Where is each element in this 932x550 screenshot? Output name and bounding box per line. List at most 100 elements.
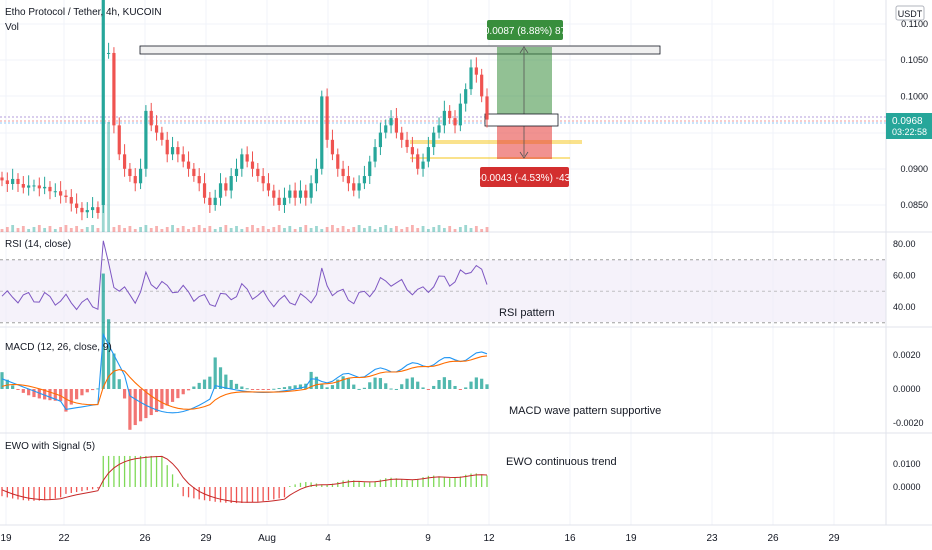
candle [261,176,265,184]
candle [469,67,473,90]
time-tick: 16 [564,533,576,544]
ewo-note: EWO continuous trend [506,456,617,468]
volume-bar [315,226,318,232]
macd-histogram-bar [43,389,47,400]
volume-bar [32,227,36,232]
candle [480,74,484,97]
profit-zone[interactable] [497,47,552,121]
volume-bar [347,229,350,232]
ewo-tick: 0.0100 [893,459,921,469]
candle [154,125,159,133]
macd-histogram-bar [325,387,329,389]
candle [122,154,127,169]
arrow-down-icon [519,151,529,159]
candle [421,161,425,169]
candle [96,207,100,213]
candle [309,183,313,198]
time-tick: 19 [0,533,12,544]
ewo-label: EWO with Signal (5) [5,441,95,452]
candle [453,118,457,126]
volume-bar [474,226,478,232]
candle [64,195,68,198]
price-tick: 0.1000 [900,91,928,101]
volume-bar [48,226,52,232]
macd-histogram-bar [202,379,207,389]
candle [218,183,223,198]
volume-bar [368,226,372,232]
macd-histogram-bar [5,379,9,389]
volume-bar [320,229,324,232]
volume-bar [176,228,180,232]
time-tick: 19 [625,533,637,544]
candle [197,176,201,184]
volume-bar [75,226,79,232]
volume-bar [373,229,377,232]
candle [416,154,420,169]
chart-title: Etho Protocol / Tether, 4h, KUCOIN [5,7,162,18]
candle [389,118,393,126]
rsi-note: RSI pattern [499,307,555,319]
volume-bar [400,229,404,232]
resistance-box[interactable] [139,45,661,55]
macd-histogram-bar [330,385,335,389]
volume-bar [272,227,276,232]
volume-bar [394,226,398,232]
candle [245,154,249,162]
candle [288,190,292,198]
candle [357,183,361,191]
volume-bar [464,225,468,232]
macd-note: MACD wave pattern supportive [509,405,661,417]
candle [266,183,271,191]
price-tick: 0.0900 [900,164,928,174]
time-tick: 9 [425,533,431,544]
candle [101,0,105,205]
volume-bar [117,225,121,232]
candle [213,197,217,205]
candle [362,176,367,184]
macd-histogram-bar [160,389,164,409]
countdown: 03:22:58 [892,127,927,137]
candle [368,161,372,177]
volume-bar [171,225,174,232]
macd-signal-line [1,355,488,410]
candle [43,186,47,189]
ewo-tick: 0.0000 [893,482,921,492]
macd-histogram-bar [266,389,271,390]
time-axis: 19 22 26 29 Aug 4 9 12 16 19 23 26 29 [0,533,840,544]
macd-histogram-bar [485,384,489,389]
volume-bar [5,227,9,232]
volume-bar [283,228,286,232]
volume-bar [69,228,73,232]
macd-label: MACD (12, 26, close, 9) [5,342,112,353]
candle [298,190,303,198]
macd-histogram-bar [48,389,52,401]
loss-label: -0.0043 (-4.53%) -43 [478,167,571,187]
entry-box[interactable] [484,113,559,127]
volume-bar [437,225,441,232]
volume-bar [341,226,345,232]
macd-histogram-bar [229,379,233,389]
time-tick: 26 [767,533,779,544]
currency-badge[interactable] [895,5,925,21]
volume-bar [469,228,473,232]
time-tick: Aug [258,533,276,544]
candle [458,103,462,126]
candle [448,110,452,119]
time-tick: 22 [58,533,70,544]
volume-bar [203,228,206,232]
candle [442,110,446,126]
candle [202,183,207,198]
macd-histogram-bar [458,389,462,390]
candle [5,180,9,185]
volume-bar [37,225,41,232]
candle [394,118,398,133]
candle [133,176,137,184]
loss-zone[interactable] [497,121,552,159]
candle [320,96,324,169]
candle [149,110,153,126]
volume-bar [389,228,393,232]
macd-histogram-bar [149,389,153,416]
volume-bar [453,229,457,232]
volume-bar [416,228,420,232]
